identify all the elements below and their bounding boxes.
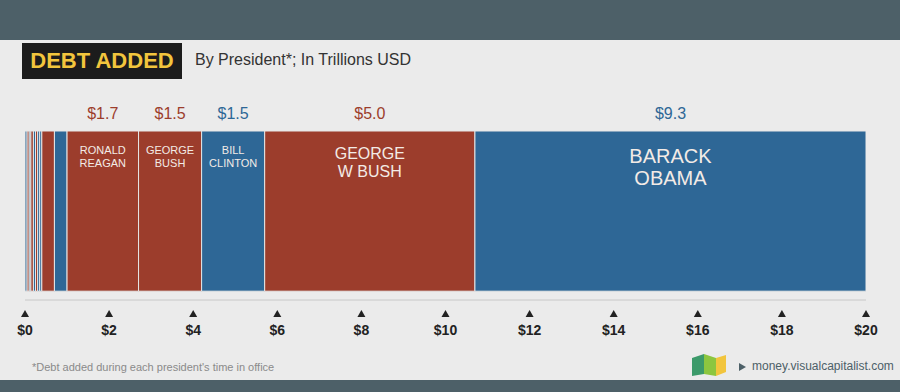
svg-text:BUSH: BUSH bbox=[155, 157, 186, 169]
svg-text:$10: $10 bbox=[434, 322, 458, 338]
svg-text:$0: $0 bbox=[17, 322, 33, 338]
svg-text:$20: $20 bbox=[854, 322, 878, 338]
html-text:By President*; In Trillions US: By President*; In Trillions USD bbox=[195, 51, 412, 68]
svg-text:$1.5: $1.5 bbox=[155, 105, 186, 122]
svg-text:RONALD: RONALD bbox=[80, 144, 126, 156]
svg-text:$1.7: $1.7 bbox=[87, 105, 118, 122]
svg-text:$1.5: $1.5 bbox=[218, 105, 249, 122]
svg-text:$5.0: $5.0 bbox=[354, 105, 385, 122]
svg-text:CLINTON: CLINTON bbox=[209, 157, 257, 169]
svg-text:$18: $18 bbox=[770, 322, 794, 338]
svg-text:$2: $2 bbox=[101, 322, 117, 338]
html-text:*Debt added during each presid: *Debt added during each president's time… bbox=[32, 361, 275, 373]
html-text:money.visualcapitalist.com: money.visualcapitalist.com bbox=[752, 359, 894, 373]
svg-text:GEORGE: GEORGE bbox=[146, 144, 194, 156]
svg-text:$4: $4 bbox=[185, 322, 201, 338]
svg-text:BILL: BILL bbox=[222, 144, 245, 156]
svg-text:REAGAN: REAGAN bbox=[80, 157, 127, 169]
svg-text:OBAMA: OBAMA bbox=[634, 167, 707, 189]
svg-text:$9.3: $9.3 bbox=[655, 105, 686, 122]
html-text:DEBT ADDED: DEBT ADDED bbox=[30, 48, 174, 73]
svg-text:$8: $8 bbox=[354, 322, 370, 338]
svg-text:GEORGE: GEORGE bbox=[335, 145, 405, 162]
svg-text:$12: $12 bbox=[518, 322, 542, 338]
svg-text:$16: $16 bbox=[686, 322, 710, 338]
svg-text:$6: $6 bbox=[270, 322, 286, 338]
svg-text:BARACK: BARACK bbox=[629, 145, 712, 167]
svg-text:W BUSH: W BUSH bbox=[338, 163, 402, 180]
svg-text:$14: $14 bbox=[602, 322, 626, 338]
